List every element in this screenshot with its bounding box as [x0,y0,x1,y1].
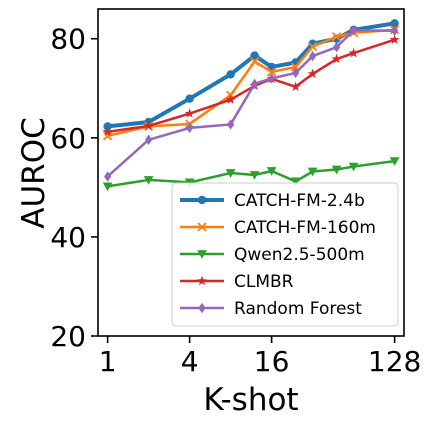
data-point [185,94,194,103]
data-point [143,120,154,131]
data-point [389,34,400,44]
plot-frame [97,8,405,337]
data-point [103,122,112,131]
y-tick-label: 80 [50,23,86,56]
data-point [249,56,260,67]
y-tick-label: 40 [50,221,86,254]
data-point [102,126,113,137]
legend-label: CLMBR [234,272,294,292]
data-point [389,157,400,166]
series-line [107,21,395,129]
legend-label: Random Forest [234,299,362,319]
data-point [331,165,342,175]
data-point [266,67,277,77]
data-point [391,25,399,37]
data-point [331,53,342,64]
data-point [348,47,359,58]
x-axis: 1 4 16 128 [99,336,421,378]
data-point [197,250,207,259]
data-point [390,19,399,28]
data-point [249,171,260,180]
data-point [143,176,154,185]
y-tick-label: 60 [50,122,86,155]
legend-label: CATCH-FM-2.4b [234,191,365,211]
data-point [198,302,206,314]
x-axis-title: K-shot [203,382,298,418]
data-point [331,32,342,42]
legend-item: Qwen2.5-500m [180,245,365,265]
data-point [102,131,113,141]
legend-label: CATCH-FM-160m [234,218,376,238]
legend-item: Random Forest [180,299,362,319]
legend-label: Qwen2.5-500m [234,245,365,265]
data-point [333,41,341,53]
data-point [350,25,358,36]
data-point [250,51,259,60]
x-tick-label: 1 [99,345,117,378]
series-layer [102,19,400,192]
series-random-forest [104,25,399,182]
y-tick-label: 20 [50,320,86,353]
data-point [251,78,259,90]
data-point [225,94,236,104]
legend-item: CATCH-FM-160m [180,218,376,238]
legend-item: CLMBR [180,272,294,292]
x-tick-label: 16 [254,345,290,378]
data-point [197,195,207,205]
y-axis-title: AUROC [16,117,52,228]
data-point [309,50,317,62]
x-tick-label: 4 [181,345,199,378]
data-point [307,68,318,79]
data-point [102,182,113,192]
data-point [348,162,359,172]
series-catch-fm-2-4b [103,19,399,131]
legend: CATCH-FM-2.4b CATCH-FM-160m Qwen2.5-500m CL… [171,182,399,327]
x-tick-label: 128 [368,345,421,378]
legend-item: CATCH-FM-2.4b [180,191,365,211]
data-point [226,70,235,79]
data-point [225,169,236,178]
data-point [290,177,301,187]
data-point [292,67,300,79]
data-point [197,222,207,232]
legend-box [171,182,399,327]
data-point [104,171,112,182]
data-point [227,119,235,130]
data-point [266,167,277,176]
y-axis: 20 40 60 80 [50,23,98,353]
data-point [307,42,318,52]
data-point [307,167,318,177]
data-point [145,134,153,146]
data-point [290,81,301,92]
data-point [184,108,195,118]
data-point [197,275,207,286]
data-point [268,73,276,84]
data-point [186,122,194,134]
